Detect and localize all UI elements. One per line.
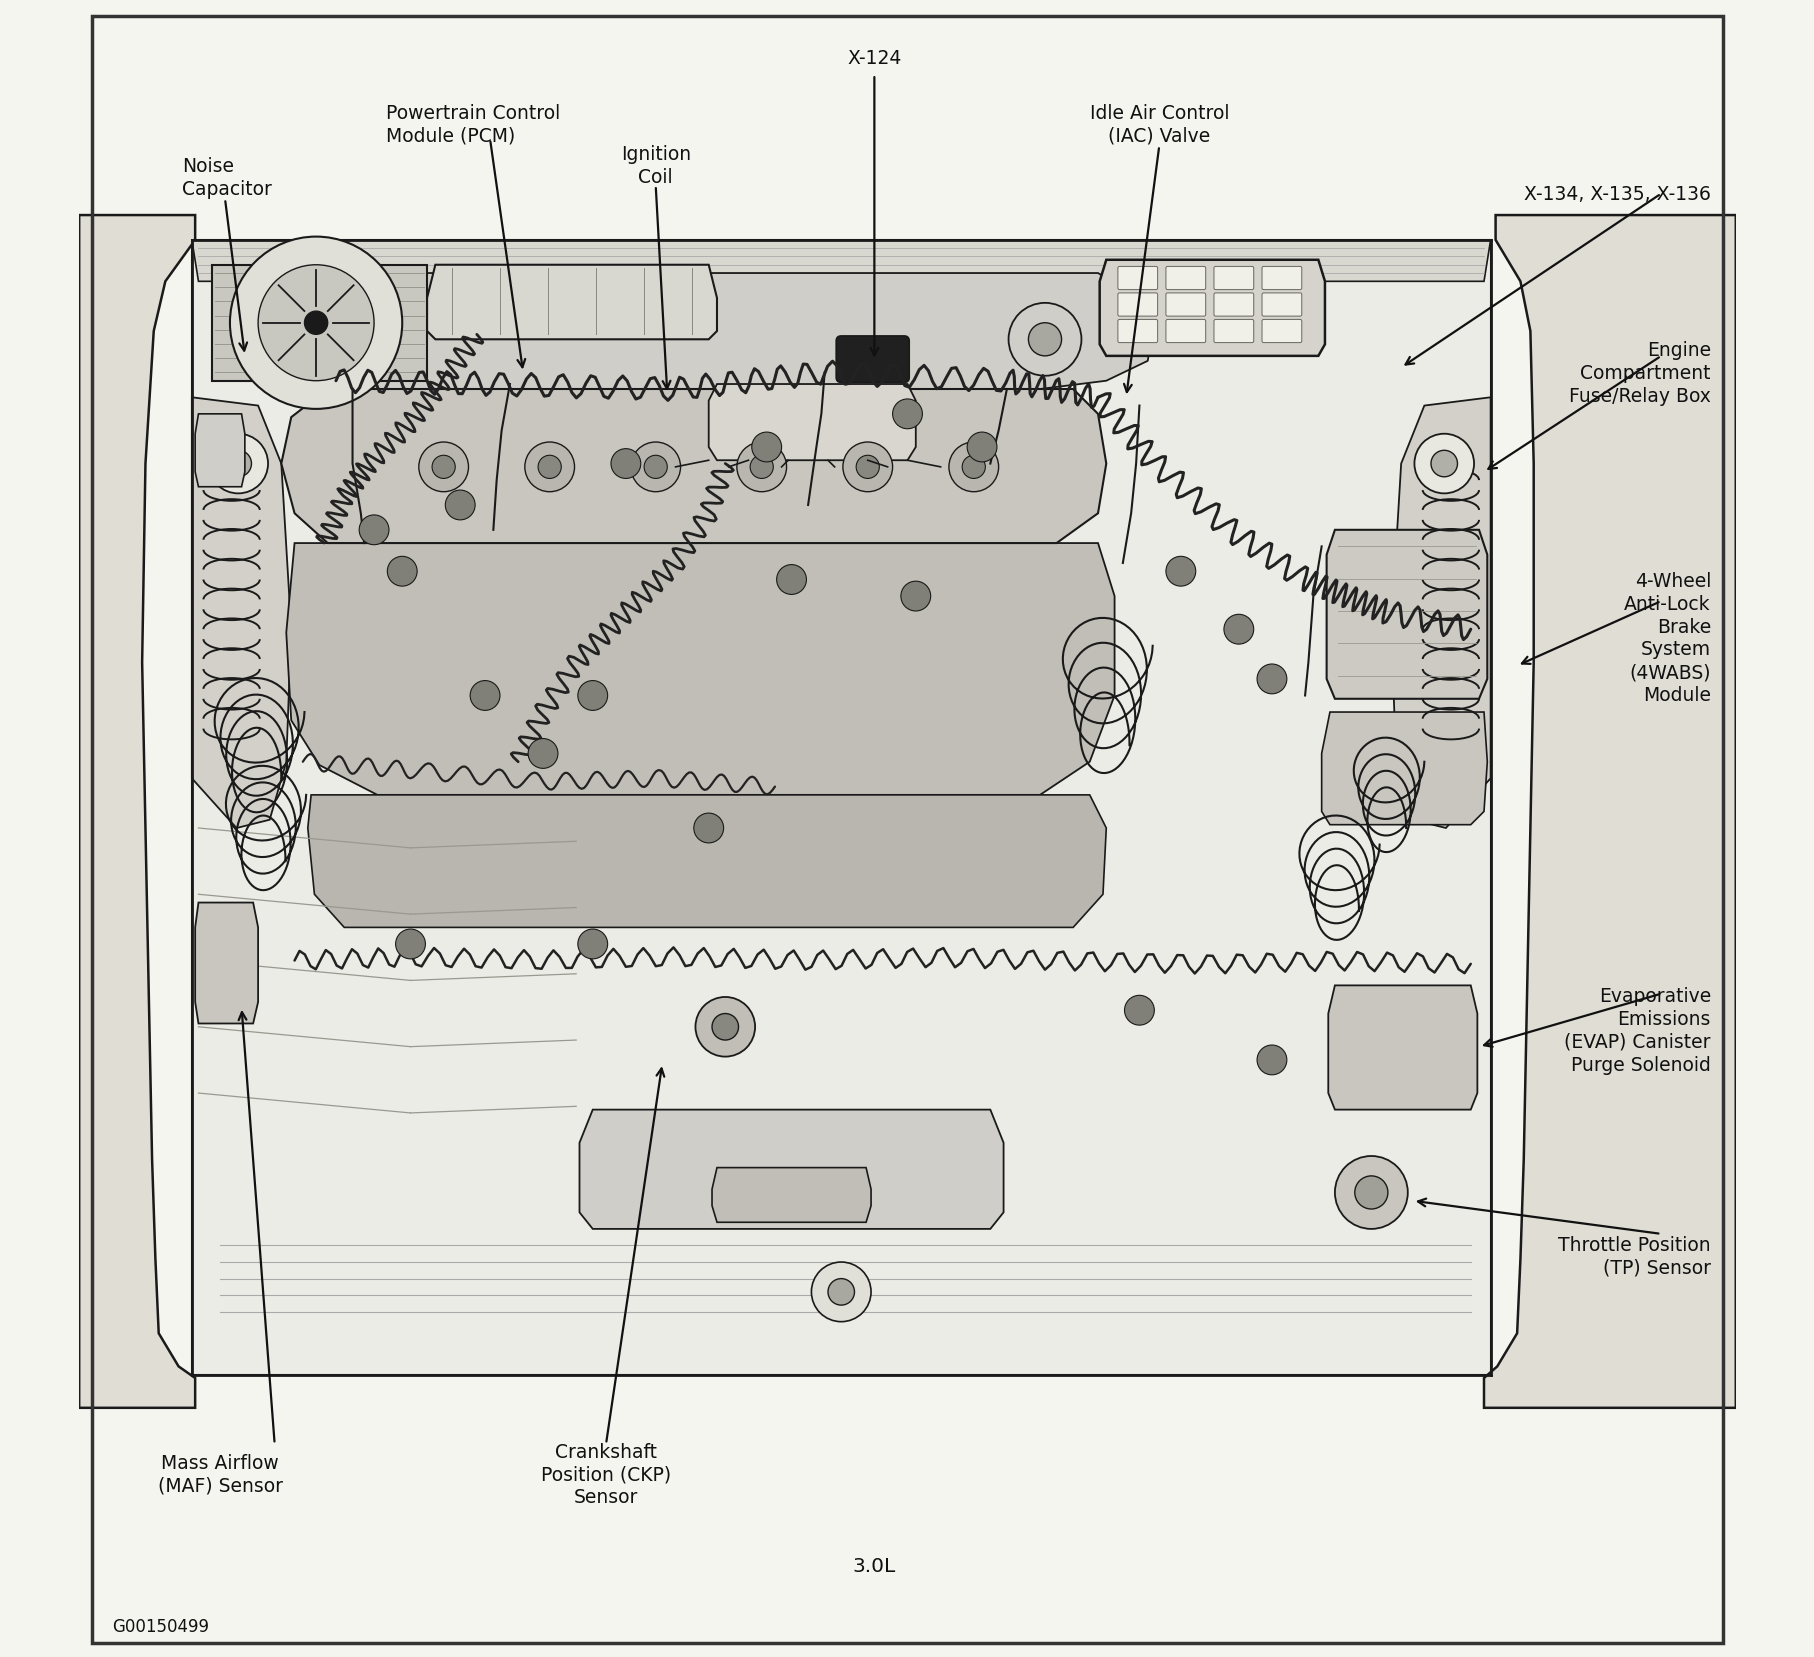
Text: Mass Airflow
(MAF) Sensor: Mass Airflow (MAF) Sensor bbox=[158, 1453, 283, 1495]
FancyBboxPatch shape bbox=[1117, 293, 1157, 316]
Text: Noise
Capacitor: Noise Capacitor bbox=[181, 157, 272, 199]
Polygon shape bbox=[212, 265, 426, 381]
Circle shape bbox=[1223, 615, 1253, 645]
FancyBboxPatch shape bbox=[836, 336, 909, 383]
Text: Evaporative
Emissions
(EVAP) Canister
Purge Solenoid: Evaporative Emissions (EVAP) Canister Pu… bbox=[1564, 988, 1711, 1074]
Text: Powertrain Control
Module (PCM): Powertrain Control Module (PCM) bbox=[385, 104, 559, 146]
Circle shape bbox=[432, 456, 455, 479]
Polygon shape bbox=[1484, 215, 1734, 1408]
FancyBboxPatch shape bbox=[1214, 293, 1253, 316]
Polygon shape bbox=[1391, 398, 1489, 828]
FancyBboxPatch shape bbox=[1214, 267, 1253, 290]
Circle shape bbox=[528, 739, 557, 769]
Circle shape bbox=[209, 434, 268, 494]
Circle shape bbox=[1257, 1046, 1286, 1075]
Polygon shape bbox=[426, 265, 717, 340]
Circle shape bbox=[305, 312, 328, 335]
Circle shape bbox=[961, 456, 985, 479]
Circle shape bbox=[537, 456, 561, 479]
Text: 3.0L: 3.0L bbox=[853, 1556, 896, 1574]
Circle shape bbox=[900, 582, 931, 611]
Polygon shape bbox=[281, 389, 1107, 543]
Circle shape bbox=[1165, 557, 1195, 587]
Circle shape bbox=[577, 930, 608, 959]
Circle shape bbox=[258, 265, 374, 381]
FancyBboxPatch shape bbox=[1261, 293, 1301, 316]
Circle shape bbox=[1413, 434, 1473, 494]
Polygon shape bbox=[707, 384, 916, 461]
Text: Engine
Compartment
Fuse/Relay Box: Engine Compartment Fuse/Relay Box bbox=[1569, 341, 1711, 406]
Polygon shape bbox=[80, 215, 196, 1408]
Polygon shape bbox=[196, 414, 245, 487]
Circle shape bbox=[695, 998, 755, 1057]
FancyBboxPatch shape bbox=[1165, 267, 1204, 290]
FancyBboxPatch shape bbox=[1165, 320, 1204, 343]
Circle shape bbox=[736, 442, 785, 492]
Polygon shape bbox=[1099, 260, 1324, 356]
Circle shape bbox=[470, 681, 499, 711]
Text: G00150499: G00150499 bbox=[112, 1617, 209, 1635]
Circle shape bbox=[949, 442, 998, 492]
Circle shape bbox=[611, 449, 640, 479]
Polygon shape bbox=[319, 273, 1152, 389]
Circle shape bbox=[1429, 451, 1457, 477]
Circle shape bbox=[419, 442, 468, 492]
Circle shape bbox=[1009, 303, 1081, 376]
Circle shape bbox=[1257, 664, 1286, 694]
Circle shape bbox=[225, 451, 252, 477]
Circle shape bbox=[827, 1279, 854, 1306]
Polygon shape bbox=[196, 903, 258, 1024]
Circle shape bbox=[1029, 323, 1061, 356]
Circle shape bbox=[1125, 996, 1154, 1026]
Polygon shape bbox=[579, 1110, 1003, 1229]
FancyBboxPatch shape bbox=[1165, 293, 1204, 316]
FancyBboxPatch shape bbox=[1117, 320, 1157, 343]
Polygon shape bbox=[192, 398, 290, 828]
Text: X-124: X-124 bbox=[847, 50, 902, 68]
Circle shape bbox=[444, 490, 475, 520]
Text: Idle Air Control
(IAC) Valve: Idle Air Control (IAC) Valve bbox=[1088, 104, 1228, 146]
Circle shape bbox=[631, 442, 680, 492]
Circle shape bbox=[1333, 1157, 1408, 1229]
Circle shape bbox=[842, 442, 892, 492]
Circle shape bbox=[749, 456, 773, 479]
Polygon shape bbox=[1326, 530, 1486, 699]
Text: Ignition
Coil: Ignition Coil bbox=[620, 146, 691, 187]
Polygon shape bbox=[711, 1168, 871, 1223]
Circle shape bbox=[524, 442, 575, 492]
FancyBboxPatch shape bbox=[1214, 320, 1253, 343]
Circle shape bbox=[359, 515, 388, 545]
Circle shape bbox=[776, 565, 805, 595]
FancyBboxPatch shape bbox=[1261, 267, 1301, 290]
Text: Crankshaft
Position (CKP)
Sensor: Crankshaft Position (CKP) Sensor bbox=[541, 1442, 671, 1506]
Circle shape bbox=[693, 814, 724, 843]
Polygon shape bbox=[1321, 713, 1486, 825]
Text: 4-Wheel
Anti-Lock
Brake
System
(4WABS)
Module: 4-Wheel Anti-Lock Brake System (4WABS) M… bbox=[1624, 572, 1711, 704]
Polygon shape bbox=[308, 795, 1107, 928]
FancyBboxPatch shape bbox=[1261, 320, 1301, 343]
Circle shape bbox=[577, 681, 608, 711]
Polygon shape bbox=[192, 240, 1489, 1375]
Text: X-134, X-135, X-136: X-134, X-135, X-136 bbox=[1524, 186, 1711, 204]
Circle shape bbox=[811, 1263, 871, 1322]
FancyBboxPatch shape bbox=[1117, 267, 1157, 290]
Text: Throttle Position
(TP) Sensor: Throttle Position (TP) Sensor bbox=[1558, 1234, 1711, 1276]
Circle shape bbox=[967, 432, 996, 462]
Polygon shape bbox=[287, 543, 1114, 795]
Circle shape bbox=[1353, 1176, 1388, 1210]
Circle shape bbox=[856, 456, 878, 479]
Circle shape bbox=[751, 432, 782, 462]
Circle shape bbox=[644, 456, 668, 479]
Circle shape bbox=[230, 237, 403, 409]
Polygon shape bbox=[192, 240, 1489, 282]
Circle shape bbox=[711, 1014, 738, 1041]
Circle shape bbox=[386, 557, 417, 587]
Circle shape bbox=[892, 399, 922, 429]
Polygon shape bbox=[1328, 986, 1477, 1110]
Circle shape bbox=[395, 930, 424, 959]
